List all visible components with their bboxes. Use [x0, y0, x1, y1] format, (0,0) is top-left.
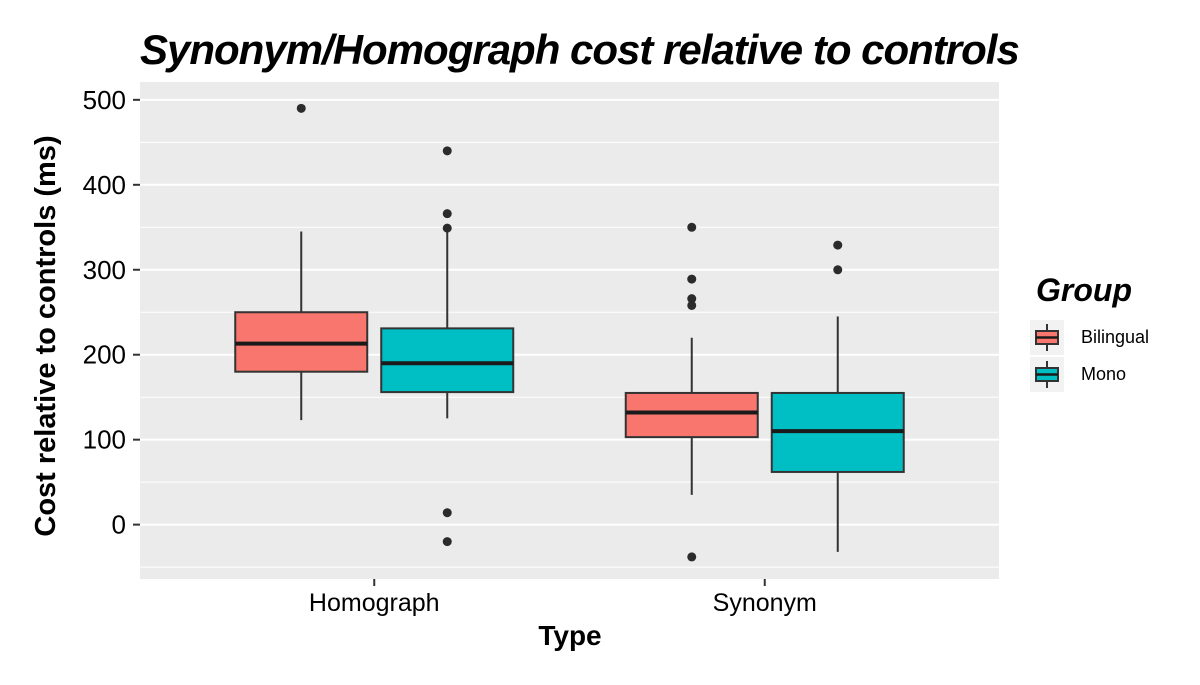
outlier-point-bilingual-synonym: [687, 222, 697, 232]
y-tick-label: 400: [83, 170, 126, 200]
legend-item-bilingual: Bilingual: [1030, 319, 1200, 356]
outlier-point-mono-homograph: [442, 146, 452, 156]
outlier-point-mono-synonym: [833, 240, 843, 250]
outlier-point-bilingual-homograph: [296, 103, 306, 113]
x-axis-title: Type: [538, 620, 602, 651]
outlier-point-bilingual-synonym: [687, 300, 697, 310]
x-tick-label: Synonym: [713, 589, 817, 617]
legend-key-boxplot-icon: [1030, 357, 1064, 392]
outlier-point-mono-homograph: [442, 508, 452, 518]
legend-item-mono: Mono: [1030, 356, 1200, 393]
y-tick-label: 500: [83, 85, 126, 115]
outlier-point-mono-synonym: [833, 265, 843, 275]
legend-items: Bilingual Mono: [1030, 319, 1200, 393]
legend-title: Group: [1036, 272, 1132, 308]
y-tick-label: 0: [112, 510, 126, 540]
outlier-point-bilingual-synonym: [687, 552, 697, 562]
box-mono-homograph: [380, 327, 515, 394]
outlier-point-mono-homograph: [442, 209, 452, 219]
y-tick-label: 100: [83, 425, 126, 455]
outlier-point-mono-homograph: [442, 537, 452, 547]
legend: Group Bilingual Mono: [1030, 272, 1200, 393]
x-tick-label: Homograph: [309, 589, 440, 617]
legend-label: Bilingual: [1081, 327, 1150, 347]
y-tick-label: 300: [83, 255, 126, 285]
y-tick-label: 200: [83, 340, 126, 370]
legend-label: Mono: [1081, 364, 1127, 384]
outlier-point-mono-homograph: [442, 223, 452, 233]
box-bilingual-synonym: [624, 391, 759, 439]
outlier-point-bilingual-synonym: [687, 274, 697, 284]
outlier-point-bilingual-synonym: [687, 294, 697, 304]
chart-title: Synonym/Homograph cost relative to contr…: [140, 26, 1020, 73]
legend-key-boxplot-icon: [1030, 320, 1064, 355]
